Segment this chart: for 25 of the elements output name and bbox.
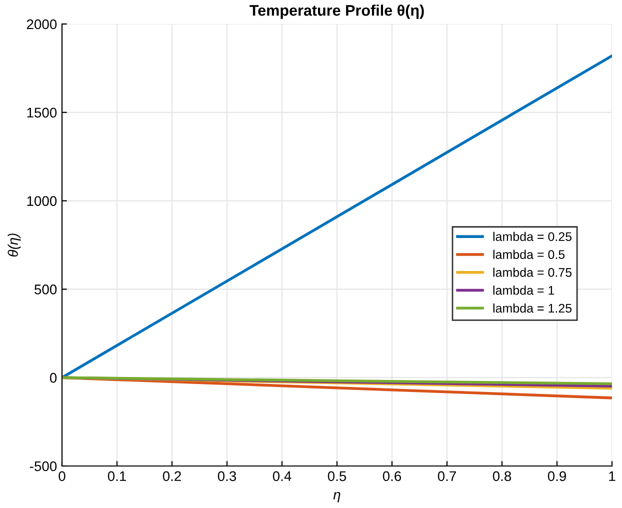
x-tick-label: 0.9 (548, 471, 566, 482)
x-tick-label: 0 (58, 471, 66, 482)
x-axis-title: η (333, 492, 340, 502)
x-tick-label: 0.7 (438, 471, 456, 482)
y-axis-title: θ(η) (8, 234, 21, 257)
legend-label: lambda = 1 (493, 286, 554, 295)
y-tick-label: 2000 (26, 19, 57, 30)
x-tick-label: 0.2 (162, 471, 181, 482)
x-tick-label: 0.6 (382, 471, 402, 482)
chart-title: Temperature Profile θ(η) (250, 4, 424, 19)
y-tick-label: -500 (30, 461, 57, 472)
y-tick-label: 1000 (27, 196, 57, 206)
y-tick-label: 0 (50, 372, 57, 383)
x-tick-label: 0.8 (492, 471, 512, 482)
legend-label: lambda = 1.25 (493, 303, 572, 313)
x-tick-label: 0.4 (272, 471, 292, 482)
legend-label: lambda = 0.25 (493, 232, 572, 242)
y-tick-label: 500 (34, 284, 57, 294)
y-tick-label: 1500 (27, 108, 57, 118)
legend-label: lambda = 0.5 (493, 250, 565, 259)
legend-label: lambda = 0.75 (493, 268, 572, 277)
x-tick-label: 0.3 (218, 471, 236, 482)
x-tick-label: 0.5 (328, 471, 346, 482)
x-tick-label: 0.1 (108, 471, 126, 482)
x-tick-label: 1 (609, 471, 616, 481)
